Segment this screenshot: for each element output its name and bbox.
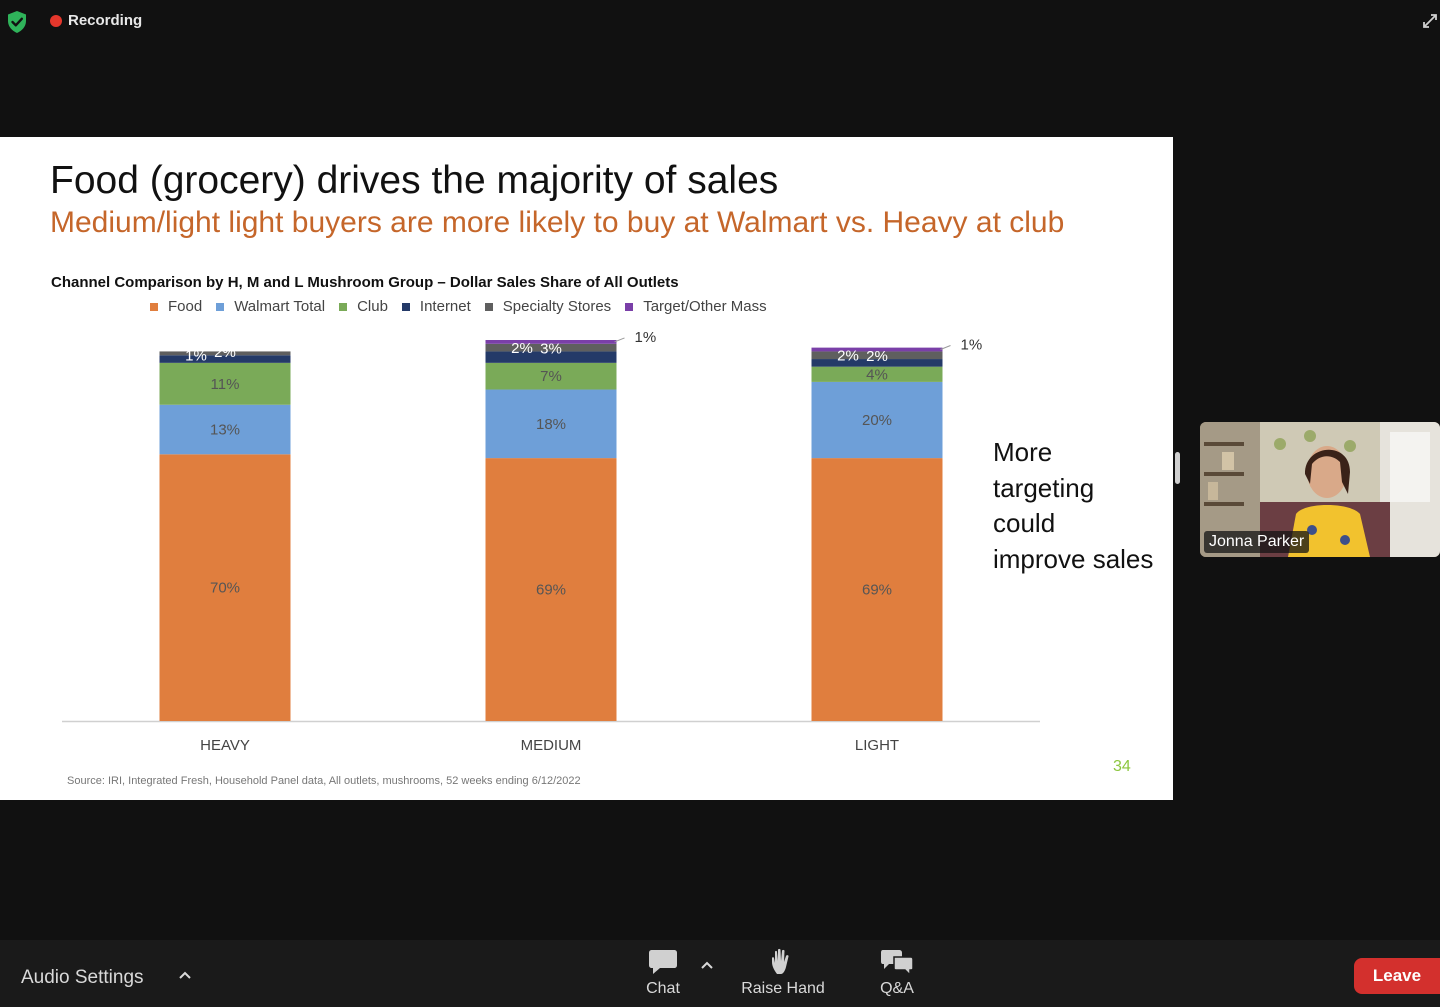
stacked-bar-chart: 70% 13% 11% 2% 1% HEAVY 69% 18% 7% 3% 2% 1% MEDIUM 69… <box>62 329 1040 754</box>
category-label: MEDIUM <box>521 737 582 754</box>
raise-hand-label: Raise Hand <box>741 980 825 997</box>
qa-icon <box>881 950 914 976</box>
participant-video-feed <box>1200 422 1440 557</box>
qa-button[interactable]: Q&A <box>874 948 920 998</box>
bar-segment <box>159 355 291 363</box>
data-label: 7% <box>540 368 562 385</box>
legend-label: Food <box>168 298 203 315</box>
shared-slide: Food (grocery) drives the majority of sa… <box>0 137 1173 800</box>
data-label: 1% <box>185 347 207 364</box>
bar-segment <box>159 351 291 356</box>
category-label: HEAVY <box>200 737 250 754</box>
bar-segment <box>485 351 617 363</box>
bar-segment <box>485 340 617 344</box>
legend-item-walmart: Walmart Total <box>216 298 325 315</box>
bar-segment <box>811 366 943 382</box>
shield-check-icon[interactable] <box>6 10 28 34</box>
legend-swatch <box>401 302 410 311</box>
legend-item-internet: Internet <box>401 298 471 315</box>
bar-segment <box>159 454 291 721</box>
legend-swatch <box>339 302 348 311</box>
data-label: 1% <box>635 329 657 346</box>
data-label: 2% <box>511 340 533 357</box>
legend-item-food: Food <box>150 298 202 315</box>
participant-name-label: Jonna Parker <box>1204 531 1310 553</box>
bar-segment <box>811 458 943 721</box>
data-label: 69% <box>536 582 566 599</box>
legend-label: Walmart Total <box>234 298 326 315</box>
slide-page-number: 34 <box>1113 758 1131 775</box>
chat-icon <box>649 950 677 974</box>
data-label: 69% <box>862 582 892 599</box>
legend-label: Club <box>357 298 388 315</box>
legend-swatch <box>216 302 225 311</box>
side-note-line: targeting <box>993 472 1095 503</box>
data-label: 3% <box>540 340 562 357</box>
data-label: 1% <box>961 337 983 354</box>
leader-line <box>940 345 951 350</box>
bar-segment <box>485 343 617 352</box>
fullscreen-icon[interactable] <box>1420 10 1440 32</box>
legend-label: Target/Other Mass <box>643 298 767 315</box>
bar-segment <box>485 389 617 459</box>
chevron-up-icon[interactable] <box>700 960 714 970</box>
bar-segment <box>159 362 291 405</box>
side-note-line: improve sales <box>993 543 1154 574</box>
recording-label: Recording <box>68 12 143 29</box>
bar-segment <box>811 359 943 367</box>
bar-segment <box>485 458 617 721</box>
data-label: 2% <box>866 348 888 365</box>
leave-meeting-button[interactable]: Leave <box>1354 958 1440 994</box>
side-note-line: More <box>993 437 1053 467</box>
chart-legend: Food Walmart Total Club Internet Special… <box>150 298 781 315</box>
chat-button[interactable]: Chat <box>640 948 686 998</box>
chart-title: Channel Comparison by H, M and L Mushroo… <box>51 274 679 291</box>
legend-label: Internet <box>419 298 471 315</box>
side-note-line: could <box>993 508 1056 538</box>
participant-video-tile[interactable]: Jonna Parker <box>1200 422 1440 557</box>
data-label: 20% <box>862 412 892 429</box>
meeting-toolbar: Audio Settings Chat Raise Hand Q&A Leave <box>0 940 1440 1007</box>
legend-item-specialty: Specialty Stores <box>484 298 612 315</box>
meeting-top-bar: Recording <box>0 0 1440 44</box>
bar-segment <box>811 381 943 459</box>
split-view-drag-handle[interactable] <box>1175 452 1180 484</box>
raise-hand-icon <box>772 948 789 974</box>
data-label: 70% <box>210 580 240 597</box>
side-note: More targeting could improve sales <box>993 435 1173 577</box>
data-label: 18% <box>536 416 566 433</box>
qa-label: Q&A <box>880 980 914 997</box>
data-label: 13% <box>210 422 240 439</box>
slide-source-note: Source: IRI, Integrated Fresh, Household… <box>67 775 581 787</box>
legend-label: Specialty Stores <box>502 298 612 315</box>
legend-item-club: Club <box>339 298 388 315</box>
chat-label: Chat <box>646 980 680 997</box>
legend-swatch <box>625 302 634 311</box>
category-label: LIGHT <box>855 737 899 754</box>
data-label: 2% <box>214 344 236 361</box>
data-label: 2% <box>837 347 859 364</box>
raise-hand-button[interactable]: Raise Hand <box>736 948 830 998</box>
slide-title: Food (grocery) drives the majority of sa… <box>50 159 779 202</box>
audio-settings-button[interactable]: Audio Settings <box>21 967 144 988</box>
data-label: 11% <box>211 376 240 393</box>
legend-swatch <box>484 302 493 311</box>
recording-dot-icon <box>50 15 62 27</box>
bar-segment <box>811 347 943 352</box>
bar-segment <box>159 404 291 455</box>
legend-item-target: Target/Other Mass <box>625 298 767 315</box>
slide-subtitle: Medium/light light buyers are more likel… <box>50 206 1065 239</box>
leader-line <box>614 337 625 343</box>
bar-segment <box>811 351 943 360</box>
legend-swatch <box>150 302 158 311</box>
data-label: 4% <box>866 366 888 383</box>
bar-segment <box>485 362 617 390</box>
chevron-up-icon[interactable] <box>178 970 192 980</box>
